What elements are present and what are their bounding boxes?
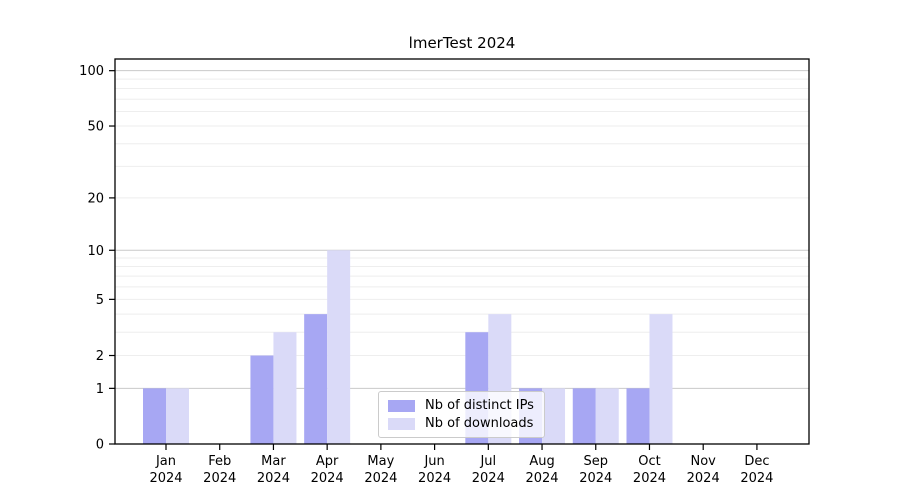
bar-distinct-ips-apr xyxy=(304,314,328,444)
legend-swatch-downloads xyxy=(388,417,415,430)
bar-distinct-ips-mar xyxy=(250,355,274,444)
x-tick-label-year-aug: 2024 xyxy=(525,471,558,486)
x-tick-label-year-jul: 2024 xyxy=(472,471,505,486)
x-tick-label-month-oct: Oct xyxy=(638,454,660,469)
legend: Nb of distinct IPs Nb of downloads xyxy=(378,391,545,438)
x-tick-label-month-sep: Sep xyxy=(584,454,609,469)
y-tick-label-100: 100 xyxy=(79,64,104,79)
x-tick-label-year-mar: 2024 xyxy=(257,471,290,486)
x-tick-label-year-jan: 2024 xyxy=(149,471,182,486)
legend-swatch-distinct-ips xyxy=(388,399,415,412)
bar-downloads-mar xyxy=(273,332,297,444)
x-tick-label-year-oct: 2024 xyxy=(633,471,666,486)
x-tick-label-year-may: 2024 xyxy=(364,471,397,486)
bar-distinct-ips-oct xyxy=(626,388,650,444)
y-tick-label-2: 2 xyxy=(96,349,104,364)
y-tick-label-1: 1 xyxy=(96,382,104,397)
legend-item-distinct-ips: Nb of distinct IPs xyxy=(388,398,535,413)
y-tick-label-5: 5 xyxy=(96,293,104,308)
x-tick-label-year-apr: 2024 xyxy=(311,471,344,486)
y-tick-label-10: 10 xyxy=(87,244,104,259)
x-tick-label-month-jul: Jul xyxy=(479,454,496,469)
x-tick-label-month-jun: Jun xyxy=(423,454,444,469)
x-tick-label-year-dec: 2024 xyxy=(740,471,773,486)
chart-title: lmerTest 2024 xyxy=(408,34,516,52)
y-tick-label-50: 50 xyxy=(87,120,104,135)
axis-frame xyxy=(114,58,810,445)
x-tick-label-month-mar: Mar xyxy=(261,454,286,469)
x-tick-label-month-apr: Apr xyxy=(316,454,339,469)
x-tick-label-month-nov: Nov xyxy=(691,454,717,469)
x-tick-label-month-dec: Dec xyxy=(744,454,769,469)
y-tick-label-20: 20 xyxy=(87,191,104,206)
legend-label-downloads: Nb of downloads xyxy=(425,416,534,431)
x-tick-label-month-feb: Feb xyxy=(208,454,231,469)
bar-downloads-aug xyxy=(542,388,566,444)
y-tick-label-0: 0 xyxy=(96,438,104,453)
bar-downloads-apr xyxy=(327,250,351,444)
legend-item-downloads: Nb of downloads xyxy=(388,416,535,431)
x-tick-label-month-aug: Aug xyxy=(529,454,554,469)
legend-label-distinct-ips: Nb of distinct IPs xyxy=(425,398,534,413)
bar-downloads-jan xyxy=(166,388,189,444)
x-tick-label-month-jan: Jan xyxy=(155,454,176,469)
x-tick-label-year-nov: 2024 xyxy=(687,471,720,486)
x-tick-label-year-jun: 2024 xyxy=(418,471,451,486)
bar-downloads-oct xyxy=(649,314,673,444)
bar-distinct-ips-sep xyxy=(572,388,596,444)
bar-downloads-sep xyxy=(595,388,619,444)
x-tick-label-year-feb: 2024 xyxy=(203,471,236,486)
bar-distinct-ips-jan xyxy=(143,388,166,444)
x-tick-label-year-sep: 2024 xyxy=(579,471,612,486)
x-tick-label-month-may: May xyxy=(367,454,394,469)
